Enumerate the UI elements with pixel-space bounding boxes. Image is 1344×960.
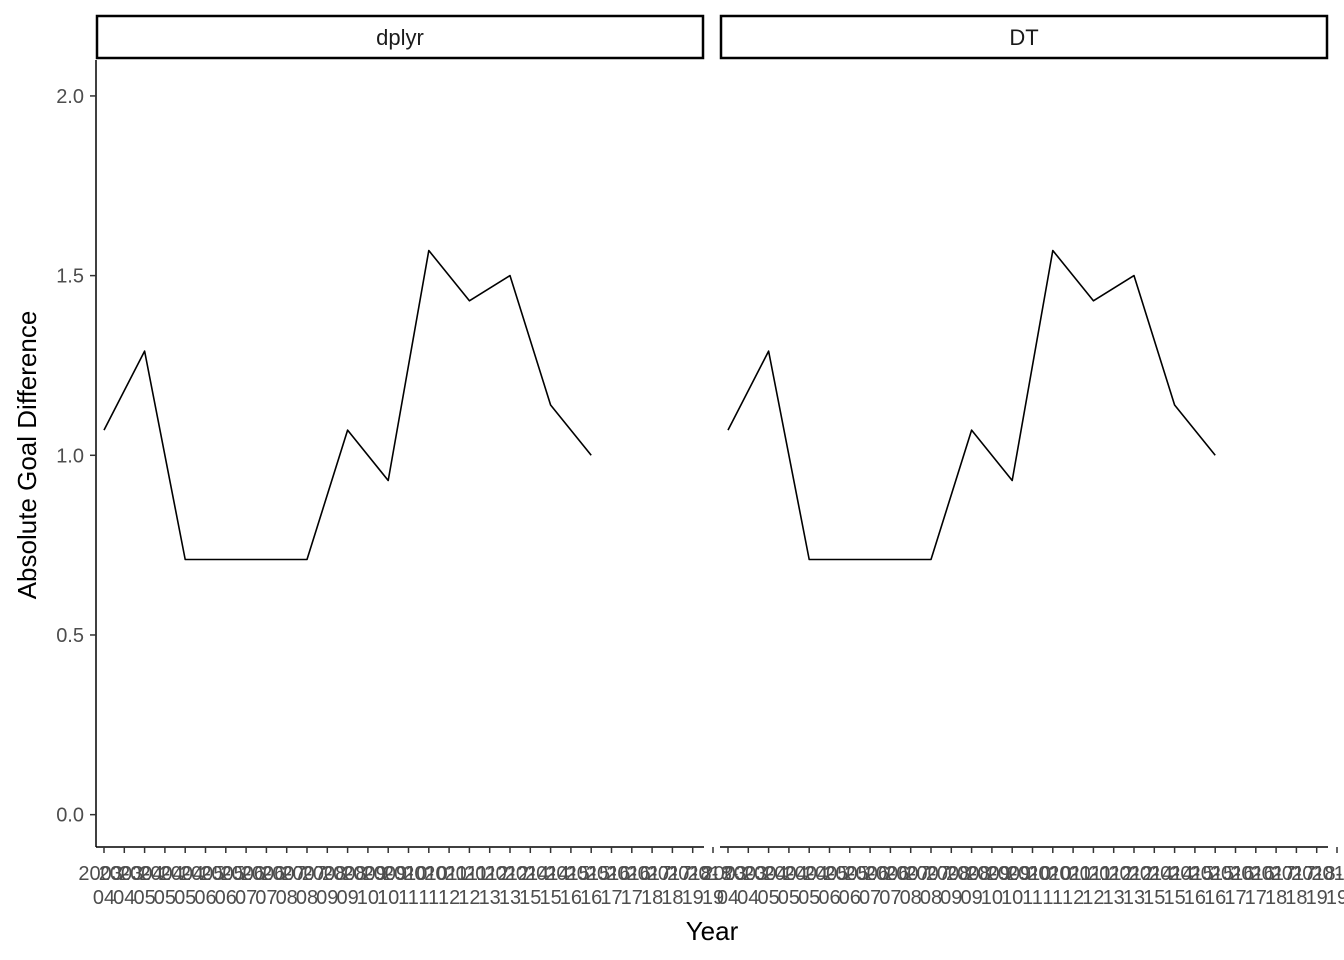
x-tick-label: 2015-16 [1190,863,1241,909]
x-tick-label: 2009-10 [966,863,1017,909]
x-tick-label: 2007-08 [281,863,332,909]
x-tick-label: 2004-05 [139,863,190,909]
x-tick-label: 2004-05 [119,863,170,909]
x-tick-label: 2004-05 [784,863,835,909]
x-tick-label: 2003-04 [99,863,150,909]
x-tick-label: 2010-11 [1007,863,1058,909]
x-tick-label: 2007-08 [261,863,312,909]
x-tick-label: 2006-07 [221,863,272,909]
x-tick-label: 2014-15 [1129,863,1180,909]
x-tick-label: 2012-13 [464,863,515,909]
panel-strip-label-1: DT [1009,25,1038,50]
y-tick-label: 1.5 [56,266,84,288]
x-tick-label: 2010-11 [1027,863,1078,909]
x-tick-label: 2009-10 [987,863,1038,909]
x-tick-label: 2015-16 [566,863,617,909]
x-tick-label: 2007-08 [885,863,936,909]
x-axis-title: Year [686,916,739,946]
y-axis-title: Absolute Goal Difference [12,311,42,600]
x-tick-label: 2014-15 [525,863,576,909]
x-tick-label: 2017-18 [627,863,678,909]
series-line-1 [727,249,1216,561]
x-tick-label: 2015-16 [1169,863,1220,909]
x-tick-label: 2006-07 [241,863,292,909]
panel-strip-0 [95,14,705,60]
x-tick-label: 2018-19 [667,863,718,909]
x-tick-label: 2010-11 [383,863,434,909]
x-tick-label: 2017-18 [1271,863,1322,909]
x-tick-label: 2008-09 [322,863,373,909]
x-tick-label: 2015-16 [545,863,596,909]
y-tick-label: 0.0 [56,805,84,827]
x-tick-label: 2012-13 [484,863,535,909]
x-tick-label: 2005-06 [200,863,251,909]
y-tick-label: 0.5 [56,625,84,647]
x-tick-label: 2010-11 [403,863,454,909]
x-tick-label: 2004-05 [763,863,814,909]
x-tick-label: 2012-13 [1088,863,1139,909]
x-tick-label: 2004-05 [160,863,211,909]
x-tick-label: 2011-12 [1069,863,1119,909]
x-tick-label: 2014-15 [1149,863,1200,909]
x-tick-label: 2004-05 [743,863,794,909]
x-tick-label: 2016-17 [586,863,637,909]
x-tick-label: 2018-19 [687,863,738,909]
x-tick-label: 2007-08 [905,863,956,909]
x-tick-label: 2006-07 [845,863,896,909]
x-tick-label: 2009-10 [363,863,414,909]
y-tick-label: 1.0 [56,445,84,467]
x-tick-label: 2008-09 [946,863,997,909]
x-tick-label: 2018-19 [1311,863,1344,909]
x-tick-label: 2016-17 [1230,863,1281,909]
x-tick-label: 2005-06 [180,863,231,909]
panel-strip-1 [719,14,1329,60]
x-tick-label: 2014-15 [505,863,556,909]
x-tick-label: 2003-04 [723,863,774,909]
x-tick-label: 2005-06 [824,863,875,909]
y-tick-label: 2.0 [56,86,84,108]
panel-strip-label-0: dplyr [376,25,424,50]
x-tick-label: 2006-07 [865,863,916,909]
series-line-0 [103,249,592,561]
x-tick-label: 2017-18 [1251,863,1302,909]
x-tick-label: 2011-12 [1048,863,1098,909]
x-tick-label: 2011-12 [445,863,495,909]
x-tick-label: 2008-09 [926,863,977,909]
x-tick-label: 2009-10 [342,863,393,909]
x-tick-label: 2016-17 [1210,863,1261,909]
x-tick-label: 2018-19 [1291,863,1342,909]
x-tick-label: 2003-04 [78,863,129,909]
x-tick-label: 2011-12 [424,863,474,909]
x-tick-label: 2005-06 [804,863,855,909]
x-tick-label: 2016-17 [606,863,657,909]
x-tick-label: 2003-04 [702,863,753,909]
x-tick-label: 2017-18 [647,863,698,909]
x-tick-label: 2008-09 [302,863,353,909]
x-tick-label: 2012-13 [1108,863,1159,909]
